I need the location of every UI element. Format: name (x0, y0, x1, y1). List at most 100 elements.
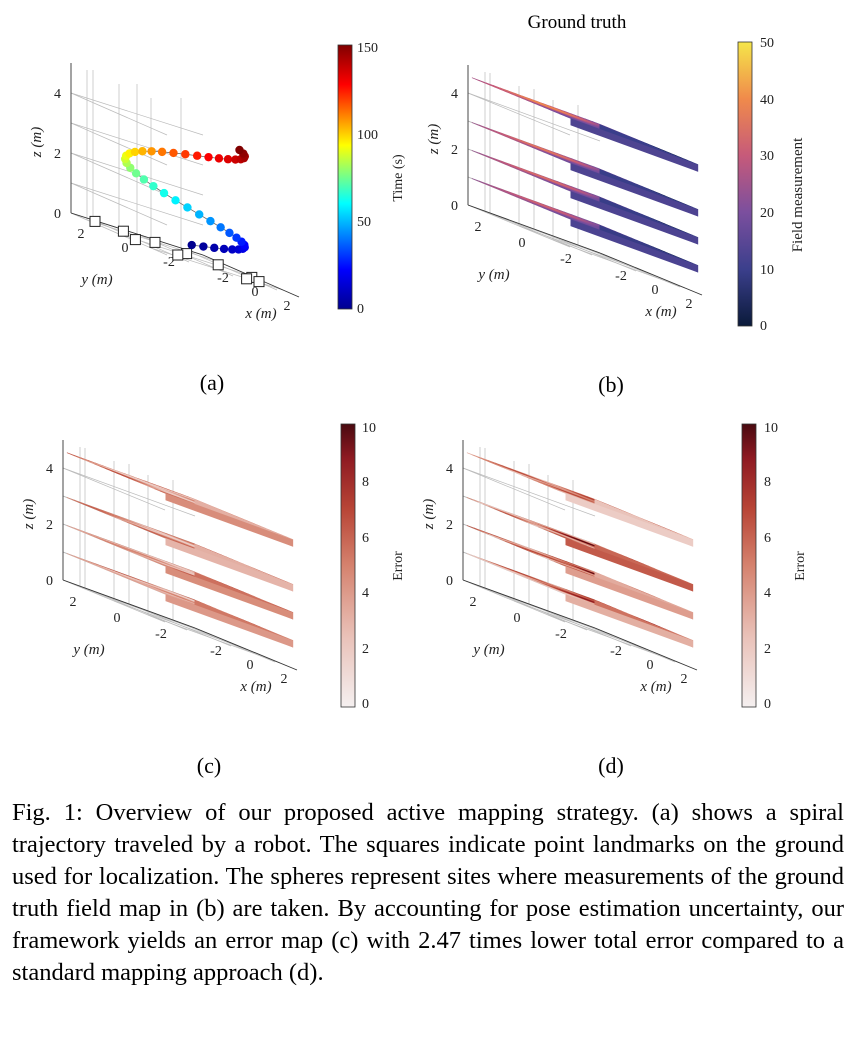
landmark-square (149, 236, 161, 248)
panel-b-label: (b) (598, 372, 624, 397)
panel-a-cbar-tick-150: 150 (357, 41, 378, 56)
panel-d-cbar-tick-4: 4 (764, 586, 771, 601)
measurement-sphere (130, 147, 140, 157)
panel-d-box: 0 2 4 -2 0 2 -2 0 2 z (m) y (m) x (m) (421, 440, 698, 695)
x-axis-title: x (m) (239, 679, 271, 695)
panel-a-cbar-tick-50: 50 (357, 215, 371, 230)
z-tick-label: 0 (46, 574, 53, 589)
y-tick-label: 0 (514, 611, 521, 626)
panel-d: 0 2 4 -2 0 2 -2 0 2 z (m) y (m) x (m) 10 8 6 4 2 0 … (421, 421, 808, 778)
panel-c-cbar-tick-4: 4 (362, 586, 369, 601)
measurement-sphere (206, 216, 215, 226)
measurement-sphere (225, 228, 234, 238)
z-axis-title: z (m) (21, 499, 37, 530)
layer-edge (565, 493, 694, 547)
x-tick-label: 2 (681, 672, 688, 687)
panel-d-cbar-tick-6: 6 (764, 531, 771, 546)
panel-b-title: Ground truth (528, 12, 627, 33)
z-tick-label: 4 (46, 462, 53, 477)
panel-c-layers (66, 452, 294, 648)
layer-edge (570, 219, 699, 273)
panel-b-cbar-tick-50: 50 (760, 36, 774, 51)
measurement-sphere (195, 210, 204, 219)
z-tick-label: 2 (46, 518, 53, 533)
panel-c-cbar-tick-2: 2 (362, 642, 369, 657)
y-tick-label: 2 (78, 227, 85, 242)
x-tick-label: 2 (284, 299, 291, 314)
measurement-sphere (199, 242, 208, 251)
y-tick-label: -2 (555, 627, 567, 642)
x-tick-label: -2 (610, 644, 622, 659)
x-tick-label: 0 (647, 658, 654, 673)
measurement-sphere (219, 244, 229, 254)
measurement-sphere (216, 223, 225, 232)
panel-c-cbar-tick-8: 8 (362, 475, 369, 490)
layer-edge (565, 538, 694, 592)
figure-caption: Fig. 1: Overview of our proposed active … (12, 799, 844, 986)
landmark-square (253, 276, 265, 288)
panel-a-label: (a) (200, 370, 224, 395)
layer-edge (165, 594, 294, 648)
panel-d-cbar-title: Error (793, 551, 808, 581)
x-tick-label: 2 (686, 297, 693, 312)
measurement-sphere (204, 152, 213, 162)
layer-edge (165, 566, 294, 620)
y-tick-label: 0 (519, 236, 526, 251)
measurement-sphere (223, 155, 233, 164)
measurement-sphere (192, 151, 202, 160)
y-axis-line (62, 579, 196, 629)
measurement-sphere (169, 148, 178, 158)
layer-edge (570, 191, 699, 245)
y-tick-label: 0 (122, 241, 129, 256)
x-tick-label: -2 (217, 271, 229, 286)
measurement-sphere (139, 175, 149, 184)
z-axis-title: z (m) (426, 124, 442, 155)
landmark-square (129, 234, 141, 246)
y-tick-label: -2 (155, 627, 167, 642)
x-axis-line (194, 627, 298, 671)
panel-d-cbar-tick-8: 8 (764, 475, 771, 490)
panel-c-colorbar (340, 423, 356, 708)
panel-b-cbar-tick-40: 40 (760, 93, 774, 108)
panel-d-cbar-tick-0: 0 (764, 697, 771, 712)
panel-a-colorbar (337, 44, 353, 310)
panel-c-cbar-title: Error (391, 551, 406, 581)
panel-b-cbar-tick-20: 20 (760, 206, 774, 221)
panel-b-cbar-tick-30: 30 (760, 149, 774, 164)
layer-edge (570, 118, 699, 172)
panel-d-cbar-tick-2: 2 (764, 642, 771, 657)
y-axis-line (467, 204, 601, 254)
layer-edge (565, 566, 694, 620)
measurement-sphere (138, 147, 147, 156)
z-tick-label: 2 (446, 518, 453, 533)
grid-line (84, 587, 188, 631)
z-tick-label: 0 (451, 199, 458, 214)
measurement-sphere (159, 188, 169, 198)
y-tick-label: -2 (163, 255, 175, 270)
measurement-sphere (149, 181, 158, 191)
panel-d-label: (d) (598, 753, 624, 778)
y-tick-label: 2 (70, 595, 77, 610)
z-tick-label: 0 (54, 207, 61, 222)
measurement-sphere (181, 150, 190, 159)
y-tick-label: -2 (560, 252, 572, 267)
measurement-sphere (214, 154, 224, 163)
measurement-sphere (228, 245, 237, 254)
panel-d-colorbar (741, 423, 757, 708)
x-axis-line (599, 252, 703, 296)
x-axis-title: x (m) (644, 304, 676, 320)
x-tick-label: 2 (281, 672, 288, 687)
x-tick-label: 0 (652, 283, 659, 298)
panel-a-cbar-title: Time (s) (391, 154, 406, 202)
z-axis-title: z (m) (421, 499, 437, 530)
landmark-square (212, 259, 224, 271)
measurement-sphere (157, 147, 167, 157)
landmark-square (241, 273, 253, 285)
z-tick-label: 0 (446, 574, 453, 589)
panel-a-trajectory (89, 145, 265, 288)
layer-edge (570, 163, 699, 217)
measurement-sphere (183, 203, 192, 212)
